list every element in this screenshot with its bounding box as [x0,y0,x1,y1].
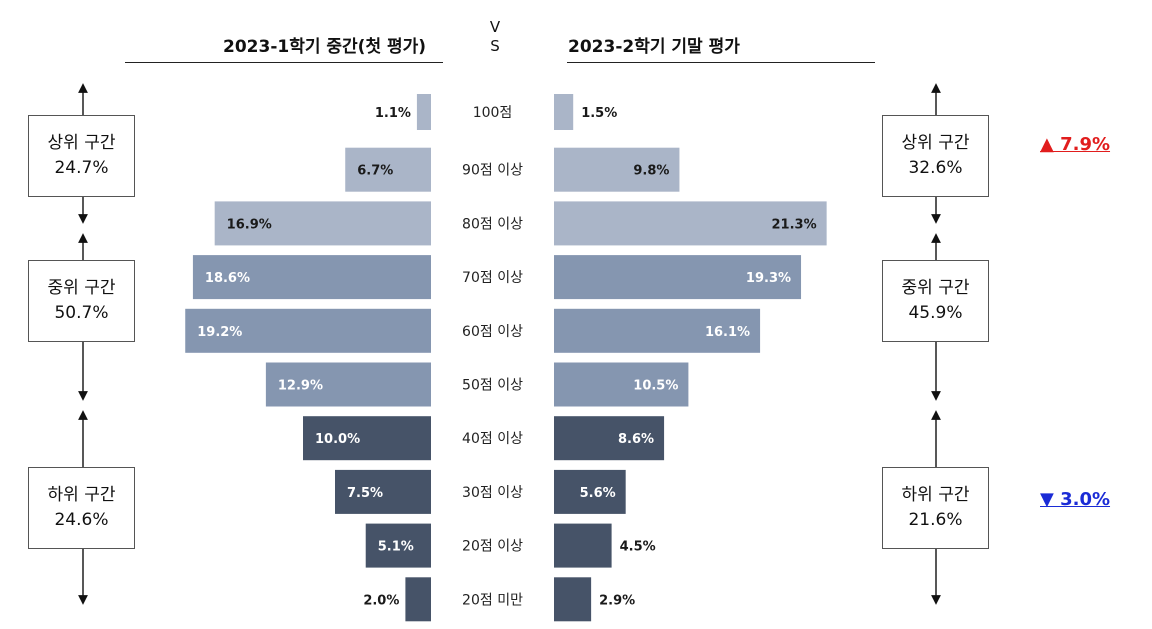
score-category-label: 50점 이상 [462,378,523,394]
right-bar [554,577,592,622]
right-series-bars: 1.5% 9.8% 21.3% 19.3% 16.1% 10.5% 8.6% 5.6% 4.5%… [554,94,827,622]
right-bar [554,416,665,461]
score-category-label: 30점 이상 [462,485,523,501]
top-group-change-indicator: ▲ 7.9% [1040,134,1111,155]
right-bar-value-label: 8.6% [618,432,654,447]
right-bar-value-label: 9.8% [633,164,669,179]
left-bar-value-label: 1.1% [375,106,411,121]
left-group-bottom: 하위 구간 24.6% [28,467,135,549]
group-value: 45.9% [908,303,963,323]
right-group-bottom: 하위 구간 21.6% [882,467,989,549]
right-bar-value-label: 21.3% [772,217,817,232]
left-bar-value-label: 5.1% [378,540,414,555]
left-bar-value-label: 10.0% [315,432,360,447]
right-bar [554,308,761,353]
score-category-labels: 100점 90점 이상 80점 이상 70점 이상 60점 이상 50점 이상 40점 이상… [462,105,523,608]
group-label: 하위 구간 [47,485,116,505]
right-bar [554,94,574,130]
left-series-title: 2023-1학기 중간(첫 평가) [223,37,427,57]
right-bar [554,201,827,246]
score-category-label: 90점 이상 [462,163,523,179]
left-group-top: 상위 구간 24.7% [28,115,135,197]
left-bar [214,201,431,246]
left-bar [192,255,431,300]
right-title-underline [567,62,875,63]
left-bar [365,523,431,568]
score-category-label: 20점 미만 [462,592,523,608]
right-bar [554,147,680,192]
left-bar [185,308,431,353]
right-bar-value-label: 5.6% [580,486,616,501]
group-label: 상위 구간 [901,133,970,153]
left-bar [303,416,431,461]
left-bar-value-label: 18.6% [205,271,250,286]
score-category-label: 70점 이상 [462,270,523,286]
right-bar [554,469,626,514]
bottom-group-change-indicator: ▼ 3.0% [1040,489,1111,510]
right-bar [554,362,689,407]
left-bar-value-label: 2.0% [363,593,399,608]
right-bar [554,523,612,568]
right-group-top: 상위 구간 32.6% [882,115,989,197]
left-bar-value-label: 6.7% [357,164,393,179]
group-value: 24.7% [54,158,109,178]
right-bar-value-label: 1.5% [581,106,617,121]
left-series-bars: 1.1% 6.7% 16.9% 18.6% 19.2% 12.9% 10.0% 7.5% 5.1… [185,94,431,622]
group-label: 하위 구간 [901,485,970,505]
group-label: 중위 구간 [47,278,116,298]
right-group-middle: 중위 구간 45.9% [882,260,989,342]
right-bar-value-label: 4.5% [620,540,656,555]
right-bar [554,255,802,300]
score-category-label: 20점 이상 [462,539,523,555]
right-bar-value-label: 19.3% [746,271,791,286]
group-label: 중위 구간 [901,278,970,298]
score-category-label: 60점 이상 [462,324,523,340]
left-bar [416,94,431,130]
left-bar [345,147,431,192]
score-category-label: 80점 이상 [462,216,523,232]
right-series-title: 2023-2학기 기말 평가 [568,37,740,57]
vs-bottom-letter: S [490,37,500,55]
left-bar-value-label: 19.2% [197,325,242,340]
right-bar-value-label: 2.9% [599,593,635,608]
group-value: 50.7% [54,303,109,323]
left-title-underline [125,62,443,63]
score-category-label: 40점 이상 [462,431,523,447]
group-value: 24.6% [54,510,109,530]
score-category-label: 100점 [473,105,513,121]
vs-label: V S [485,18,505,56]
left-bar [405,577,431,622]
left-bar [265,362,431,407]
right-bar-value-label: 10.5% [633,379,678,394]
group-value: 21.6% [908,510,963,530]
left-group-middle: 중위 구간 50.7% [28,260,135,342]
left-bar [335,469,431,514]
group-label: 상위 구간 [47,133,116,153]
left-bar-value-label: 16.9% [227,217,272,232]
vs-top-letter: V [489,18,501,36]
left-bar-value-label: 12.9% [278,379,323,394]
left-bar-value-label: 7.5% [347,486,383,501]
right-bar-value-label: 16.1% [705,325,750,340]
group-value: 32.6% [908,158,963,178]
